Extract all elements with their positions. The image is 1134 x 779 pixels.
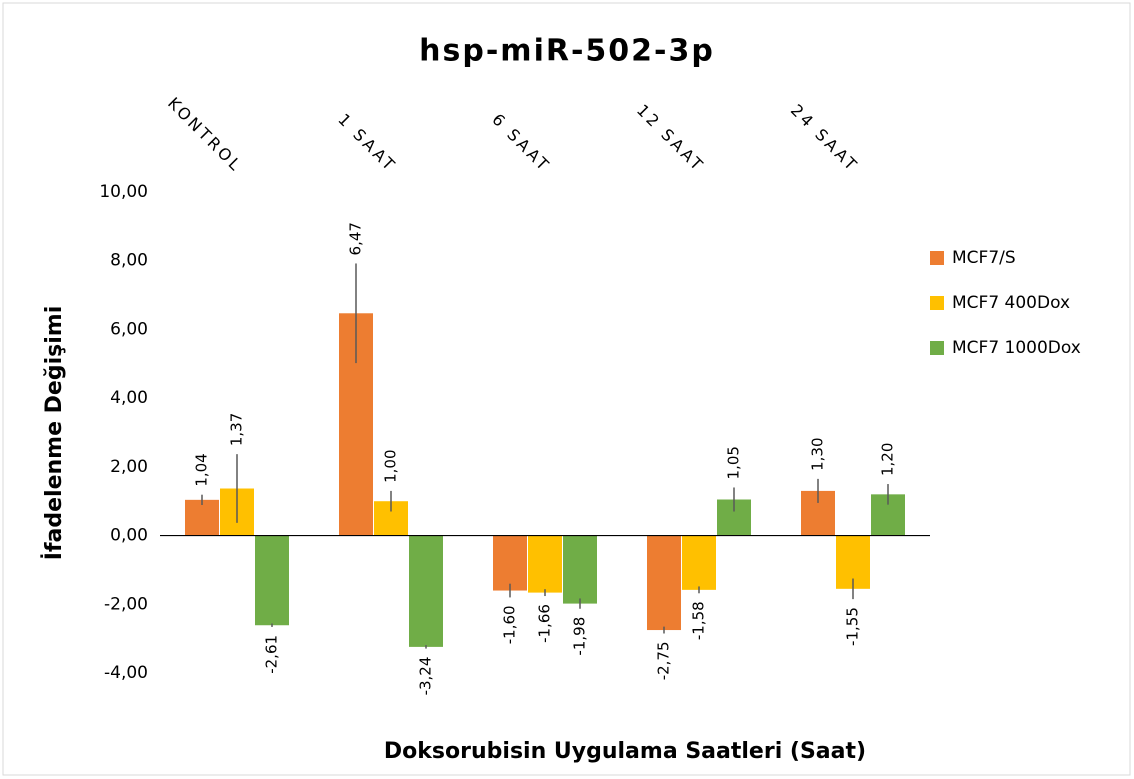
y-tick-label: 10,00 (99, 182, 148, 202)
y-axis-title: İfadelenme Değişimi (41, 306, 67, 560)
bar (682, 535, 716, 590)
data-label: 1,05 (725, 446, 743, 479)
data-label: -2,61 (263, 635, 281, 674)
y-tick-label: -4,00 (104, 663, 148, 683)
bar (409, 535, 443, 647)
bar (493, 535, 527, 591)
data-label: 1,30 (809, 437, 827, 470)
y-tick-label: 0,00 (110, 526, 148, 546)
data-label: 6,47 (347, 222, 365, 255)
y-tick-label: 6,00 (110, 319, 148, 339)
bar (647, 535, 681, 631)
y-tick-label: 2,00 (110, 457, 148, 477)
data-label: -1,60 (501, 605, 519, 644)
bar (563, 535, 597, 604)
y-tick-label: -2,00 (104, 594, 148, 614)
bar (528, 535, 562, 593)
data-label: -3,24 (417, 657, 435, 696)
legend-label: MCF7/S (952, 248, 1016, 268)
data-label: 1,00 (382, 450, 400, 483)
bar (255, 535, 289, 626)
data-label: -1,58 (690, 601, 708, 640)
data-label: 1,37 (228, 413, 246, 446)
legend-swatch (930, 341, 944, 355)
data-label: -2,75 (655, 641, 673, 680)
data-label: 1,20 (879, 443, 897, 476)
legend-label: MCF7 400Dox (952, 293, 1070, 313)
data-label: 1,04 (193, 453, 211, 486)
chart-title: hsp-miR-502-3p (419, 34, 715, 69)
data-label: -1,98 (571, 617, 589, 656)
data-label: -1,66 (536, 604, 554, 643)
legend-swatch (930, 296, 944, 310)
x-axis-title: Doksorubisin Uygulama Saatleri (Saat) (384, 739, 866, 764)
bar (185, 499, 219, 536)
legend-label: MCF7 1000Dox (952, 338, 1081, 358)
y-tick-label: 8,00 (110, 251, 148, 271)
legend-swatch (930, 251, 944, 265)
y-tick-label: 4,00 (110, 388, 148, 408)
data-label: -1,55 (844, 607, 862, 646)
